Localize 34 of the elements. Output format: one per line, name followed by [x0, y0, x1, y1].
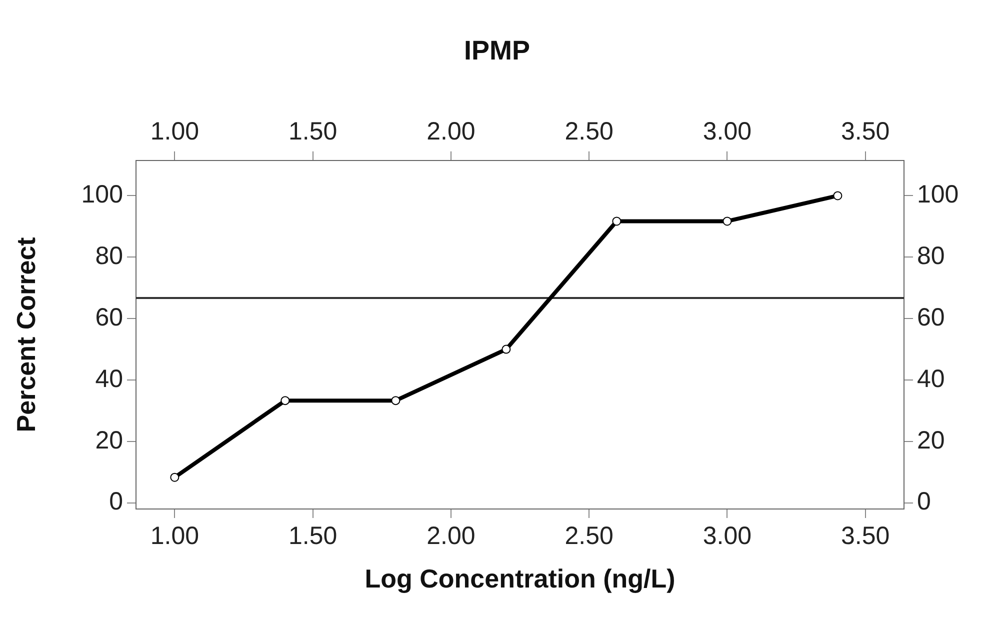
x-tick-label: 1.50	[288, 522, 338, 550]
y-tick-label: 80	[95, 242, 123, 270]
x2-tick-label: 3.00	[702, 117, 752, 146]
x2-tick-label: 1.50	[288, 117, 338, 146]
point	[612, 216, 622, 226]
x-tick-label: 2.00	[426, 522, 476, 550]
point	[170, 472, 180, 482]
chart-title: IPMP	[464, 36, 530, 66]
x2-tick-label: 2.50	[564, 117, 614, 146]
x-tick-label: 3.00	[702, 522, 752, 550]
y-tick-label: 0	[109, 488, 123, 516]
y2-tick-label: 0	[917, 488, 931, 516]
point	[722, 216, 732, 226]
x2-tick-label: 2.00	[426, 117, 476, 146]
y-tick-label: 100	[81, 180, 123, 209]
y2-tick-label: 20	[917, 426, 945, 454]
point	[280, 396, 290, 406]
y2-tick-label: 60	[917, 303, 945, 332]
point	[833, 191, 842, 200]
y2-tick-label: 40	[917, 364, 945, 393]
y2-tick-label: 100	[917, 180, 959, 209]
point	[502, 344, 511, 354]
x-tick-label: 2.50	[564, 522, 614, 550]
point	[391, 396, 400, 406]
x-tick-label: 1.00	[150, 522, 200, 550]
x-tick-label: 3.50	[840, 522, 890, 550]
y2-tick-label: 80	[917, 242, 945, 270]
y-tick-label: 20	[95, 426, 123, 454]
y-tick-label: 40	[95, 364, 123, 393]
x-axis-title: Log Concentration (ng/L)	[364, 564, 676, 594]
x2-tick-label: 1.00	[150, 117, 200, 146]
x2-tick-label: 3.50	[840, 117, 890, 146]
y-tick-label: 60	[95, 303, 123, 332]
y-axis-title: Percent Correct	[10, 236, 41, 432]
